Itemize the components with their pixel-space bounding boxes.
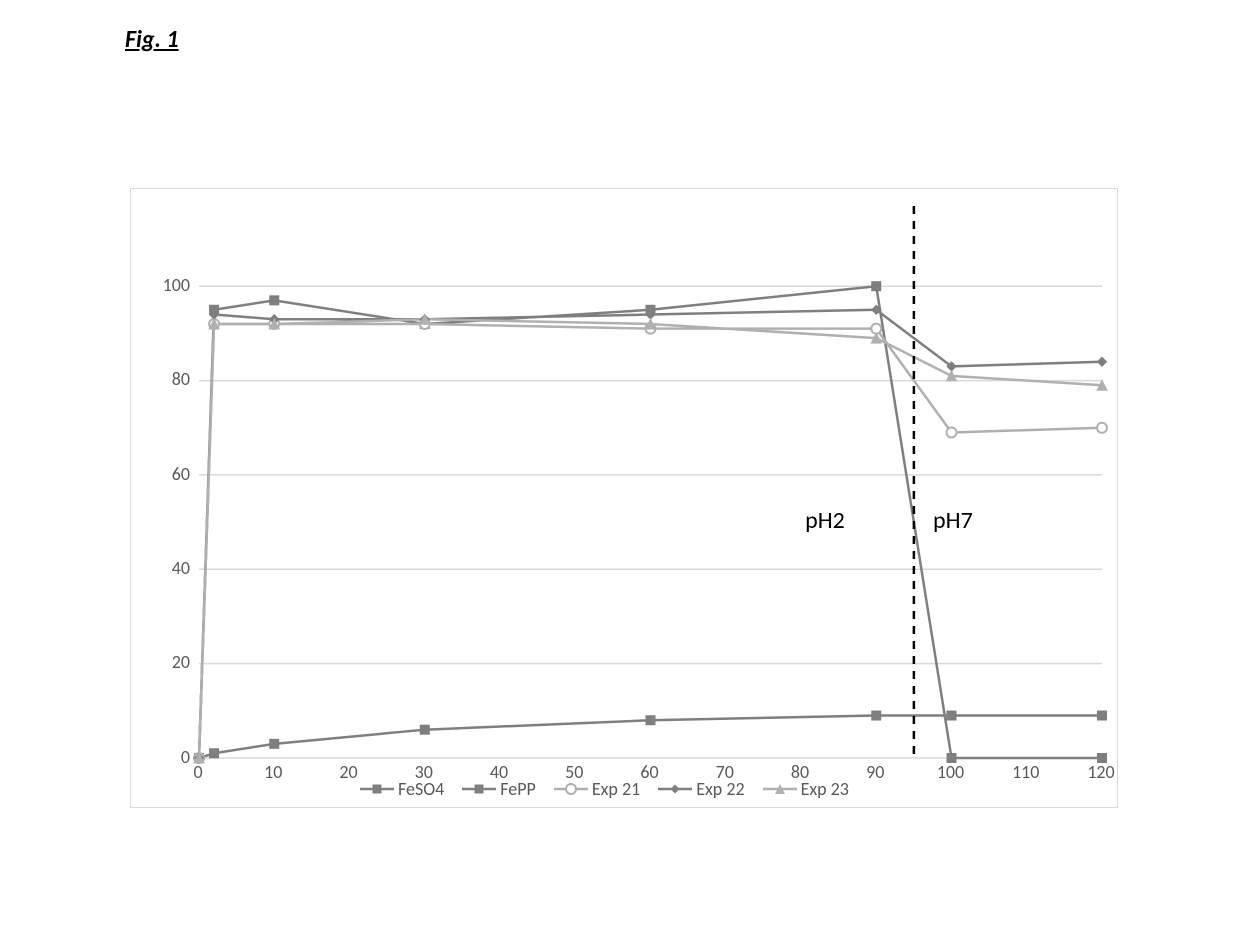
- y-tick-label: 20: [172, 651, 190, 673]
- x-tick-label: 10: [253, 761, 293, 783]
- chart-container: [130, 188, 1118, 808]
- annotation-pH7: pH7: [933, 506, 973, 535]
- legend-item-FeSO4: FeSO4: [360, 778, 444, 800]
- series-line-Exp23: [199, 319, 1102, 758]
- legend-label: FePP: [500, 778, 536, 800]
- legend-swatch-icon: [462, 781, 496, 797]
- y-tick-label: 80: [172, 368, 190, 390]
- x-tick-label: 120: [1081, 761, 1121, 783]
- figure-label: Fig. 1: [125, 25, 179, 54]
- legend-label: Exp 22: [696, 778, 744, 800]
- legend-item-Exp21: Exp 21: [554, 778, 640, 800]
- x-tick-label: 0: [178, 761, 218, 783]
- y-tick-label: 100: [163, 274, 190, 296]
- legend-item-FePP: FePP: [462, 778, 536, 800]
- legend-swatch-icon: [658, 781, 692, 797]
- legend-swatch-icon: [360, 781, 394, 797]
- legend-label: FeSO4: [398, 778, 444, 800]
- chart-legend: FeSO4 FePP Exp 21 Exp 22 Exp 23: [360, 778, 849, 800]
- x-tick-label: 110: [1006, 761, 1046, 783]
- legend-item-Exp22: Exp 22: [658, 778, 744, 800]
- annotation-pH2: pH2: [805, 506, 845, 535]
- legend-item-Exp23: Exp 23: [763, 778, 849, 800]
- legend-swatch-icon: [763, 781, 797, 797]
- legend-swatch-icon: [554, 781, 588, 797]
- y-tick-label: 60: [172, 463, 190, 485]
- legend-label: Exp 21: [592, 778, 640, 800]
- plot-area: [131, 189, 1119, 809]
- y-tick-label: 40: [172, 557, 190, 579]
- x-tick-label: 90: [855, 761, 895, 783]
- x-tick-label: 100: [931, 761, 971, 783]
- legend-label: Exp 23: [801, 778, 849, 800]
- series-line-Exp21: [199, 324, 1102, 758]
